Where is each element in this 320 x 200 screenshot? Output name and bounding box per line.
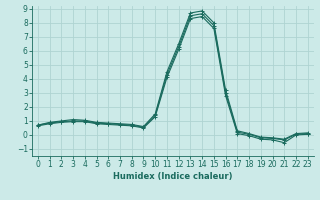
X-axis label: Humidex (Indice chaleur): Humidex (Indice chaleur)	[113, 172, 233, 181]
